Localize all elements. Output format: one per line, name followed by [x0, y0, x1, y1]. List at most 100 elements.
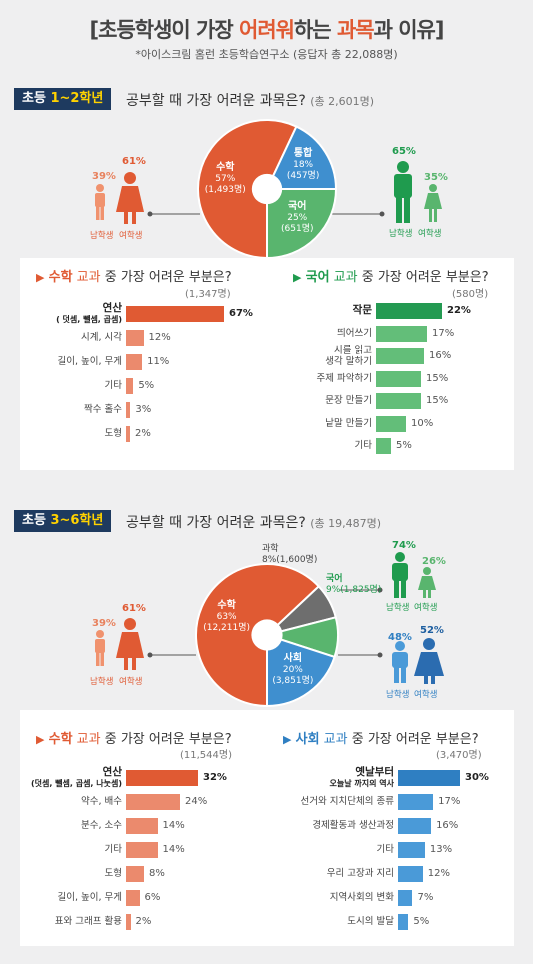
bar-label: 도형 — [104, 868, 122, 879]
bar-value: 6% — [144, 892, 161, 903]
bar — [126, 890, 140, 906]
boys-pct-soc-2: 48% — [388, 632, 412, 643]
pie-slice-2 — [266, 188, 338, 260]
girls-label: 여학생 — [414, 690, 438, 700]
gender-figures-soc-2 — [392, 638, 444, 684]
boys-label: 남학생 — [90, 677, 114, 687]
bar — [398, 794, 434, 810]
girls-pct-soc-2: 52% — [420, 625, 444, 636]
kor-box-count-1: (580명) — [452, 289, 489, 300]
boys-label: 남학생 — [389, 229, 413, 239]
bar-value: 8% — [149, 868, 165, 879]
boy-icon — [394, 161, 412, 223]
bar — [376, 325, 427, 342]
bar — [126, 818, 158, 834]
gender-figures-kor-1 — [394, 161, 442, 223]
bar-label: 시계, 시각 — [81, 332, 122, 343]
pie-slice-3 — [266, 633, 336, 708]
bar — [376, 438, 391, 454]
detail-panel-2 — [20, 710, 514, 946]
girls-pct-math-1: 61% — [122, 156, 146, 167]
bar-value: 12% — [427, 868, 451, 879]
connector-line-kor-2 — [340, 587, 383, 593]
boys-pct-kor-1: 65% — [392, 146, 416, 157]
bar-label: 짝수 홀수 — [84, 404, 122, 415]
bar-label: 기타 — [376, 844, 394, 855]
bar-label: 경제활동과 생산과정 — [312, 820, 394, 831]
bar-label: 도형 — [104, 428, 122, 439]
detail-panel-1 — [20, 258, 514, 470]
grade-tag-3-6: 초등 3~6학년 — [14, 510, 112, 532]
survey-source: *아이스크림 홈런 초등학습연구소 (응답자 총 22,088명) — [135, 48, 398, 61]
bar-label: 우리 고장과 지리 — [326, 868, 394, 879]
girl-icon — [116, 618, 144, 670]
bar — [126, 354, 143, 370]
bar-value: 2% — [135, 916, 152, 927]
bar-value: 13% — [429, 844, 453, 855]
question-3-6: 공부할 때 가장 어려운 과목은? (총 19,487명) — [126, 515, 382, 531]
bar-value: 14% — [162, 844, 185, 855]
pie-chart-1 — [197, 119, 338, 260]
bar-label: 표와 그래프 활용 — [54, 916, 122, 927]
pie-label-2: 국어 25% (651명) — [281, 201, 314, 235]
bar-label: 옛날부터 오늘날 까지의 역사 — [329, 766, 394, 789]
connector-lines-2 — [147, 652, 383, 658]
bar — [398, 842, 425, 858]
bar-value: 12% — [148, 332, 171, 343]
girls-pct-kor-2: 26% — [422, 556, 446, 567]
bar-value: 17% — [438, 796, 461, 807]
pie-label-3: 사회 20% (3,851명) — [272, 652, 314, 686]
bar-label: 지역사회의 변화 — [329, 892, 394, 903]
bar-value: 30% — [465, 772, 489, 783]
pie-chart-2 — [195, 563, 339, 708]
boys-label: 남학생 — [90, 231, 114, 241]
bar-label: 기타 — [104, 380, 122, 391]
bar — [398, 818, 432, 834]
gender-figures-math-1 — [95, 172, 144, 224]
bar-label: 시를 읽고 생각 말하기 — [325, 345, 372, 367]
bar-label: 기타 — [354, 440, 372, 451]
bar-value: 32% — [203, 772, 227, 783]
bar-value: 3% — [135, 404, 152, 415]
bar — [376, 415, 406, 432]
bar-value: 10% — [411, 417, 434, 429]
bar-label: 도시의 발달 — [347, 916, 394, 927]
bar-label: 길이, 높이, 무게 — [57, 356, 122, 367]
bar-label: 문장 만들기 — [325, 395, 372, 406]
boy-icon — [95, 630, 105, 666]
bar — [126, 770, 198, 786]
girl-icon — [418, 567, 436, 598]
bar-value: 11% — [147, 356, 170, 367]
boys-pct-math-2: 39% — [92, 618, 116, 629]
boy-icon — [95, 184, 105, 220]
math-box-count-2: (11,544명) — [180, 750, 232, 761]
bar — [126, 330, 144, 346]
bar-value: 5% — [413, 916, 430, 927]
bar — [126, 842, 158, 858]
bar-label: 띄어쓰기 — [337, 327, 372, 339]
girl-icon — [424, 184, 442, 222]
bar-value: 7% — [417, 892, 434, 903]
bar — [398, 914, 409, 930]
bar-value: 16% — [436, 820, 459, 831]
pie-slice-0 — [197, 119, 298, 260]
boys-label: 남학생 — [386, 690, 410, 700]
kor-box-title-1: ▶ 국어 교과 중 가장 어려운 부분은? — [293, 270, 489, 285]
connector-lines-1 — [147, 211, 385, 217]
bar-label: 낱말 만들기 — [325, 417, 372, 429]
bar-value: 14% — [162, 820, 185, 831]
bar-value: 15% — [426, 372, 449, 384]
girl-icon — [414, 638, 444, 684]
bar-label: 주제 파악하기 — [316, 372, 372, 384]
bar — [126, 426, 130, 442]
boy-icon — [392, 641, 408, 683]
soc-box-title-2: ▶ 사회 교과 중 가장 어려운 부분은? — [283, 732, 479, 747]
bar-value: 16% — [429, 350, 452, 361]
gender-figures-kor-2 — [392, 552, 436, 598]
bar — [398, 866, 423, 882]
pie2-science-label: 과학 8%(1,600명) — [262, 544, 318, 565]
pie2-korean-label: 국어 9%(1,825명) — [326, 574, 382, 595]
bar — [376, 370, 421, 387]
girl-icon — [116, 172, 144, 224]
bar — [126, 378, 134, 394]
